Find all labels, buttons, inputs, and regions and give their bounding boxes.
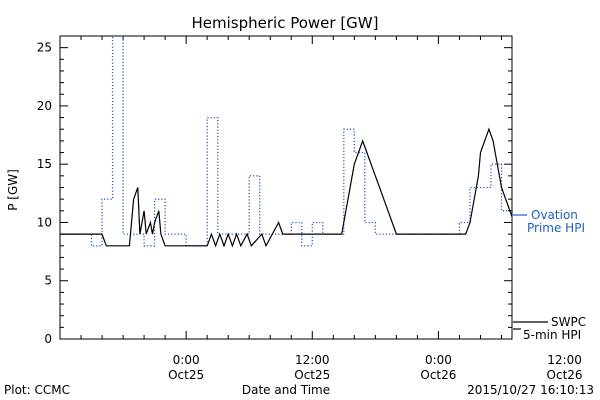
legend: Ovation Prime HPI SWPC 5-min HPI	[513, 208, 586, 342]
x-axis: 0:00Oct2512:00Oct250:00Oct2612:00Oct260:…	[59, 36, 583, 382]
x-tick-time-label: 12:00	[547, 353, 582, 367]
legend-swpc-label-line1: SWPC	[551, 315, 586, 329]
x-axis-label: Date and Time	[242, 383, 330, 397]
y-tick-label: 0	[44, 332, 52, 346]
y-axis-label: P [GW]	[6, 169, 20, 211]
plot-frame	[59, 35, 513, 340]
x-tick-time-label: 0:00	[425, 353, 452, 367]
plot-timestamp: 2015/10/27 16:10:13	[467, 383, 594, 397]
series-line-ovation	[60, 36, 512, 247]
x-tick-time-label: 0:00	[173, 353, 200, 367]
chart-title: Hemispheric Power [GW]	[192, 14, 379, 32]
series-layer	[60, 36, 512, 248]
y-tick-label: 5	[44, 274, 52, 288]
x-tick-time-label: 12:00	[295, 353, 330, 367]
series-line-swpc	[60, 127, 512, 248]
y-axis: 0 5 10 15 20 25	[37, 35, 512, 346]
y-tick-label: 10	[37, 215, 52, 229]
x-tick-date-label: Oct26	[420, 368, 456, 382]
legend-ovation-label-line1: Ovation	[531, 208, 578, 222]
legend-ovation-label-line2: Prime HPI	[527, 221, 585, 235]
x-tick-date-label: Oct25	[294, 368, 330, 382]
y-tick-label: 25	[37, 41, 52, 55]
y-tick-label: 20	[37, 99, 52, 113]
y-tick-label: 15	[37, 157, 52, 171]
legend-swpc-label-line2: 5-min HPI	[523, 328, 581, 342]
plot-credit: Plot: CCMC	[4, 383, 70, 397]
x-tick-date-label: Oct26	[547, 368, 583, 382]
x-tick-date-label: Oct25	[168, 368, 204, 382]
